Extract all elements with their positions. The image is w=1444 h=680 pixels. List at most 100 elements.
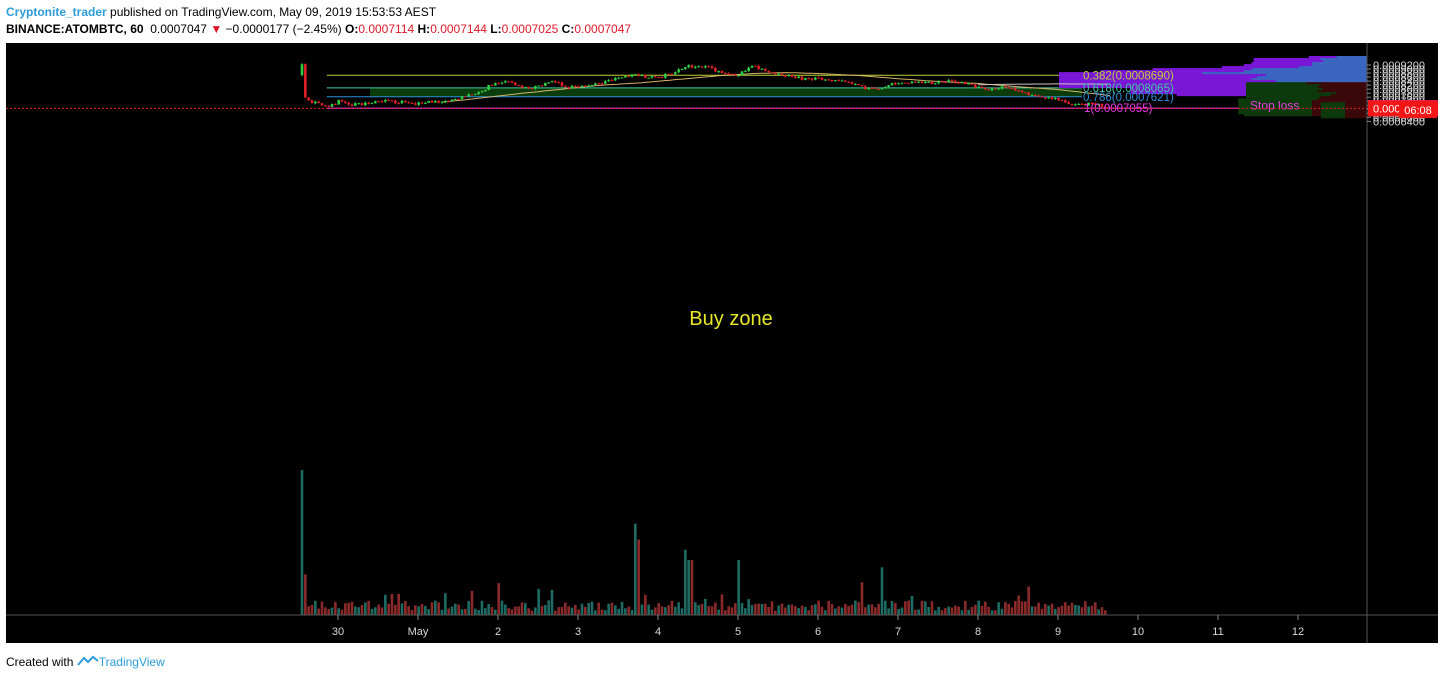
volume-bar [910,595,914,615]
volume-bar [1094,602,1097,615]
candle-down [724,72,727,74]
candle-up [487,84,490,91]
candle-up [500,82,504,84]
volume-bar [934,610,937,615]
volume-bar [777,605,780,615]
candle-down [667,73,670,75]
volume-bar [1010,607,1014,615]
volume-bar [730,607,734,615]
candle-up [614,78,617,81]
volume-bar [814,604,817,615]
candle-up [884,86,887,89]
candle-down [387,100,390,102]
volume-bar [857,602,860,615]
volume-bar [307,606,310,615]
volume-bar [584,606,587,615]
candle-down [710,66,714,69]
volume-bar [887,608,890,615]
candle-up [417,102,420,105]
candle-down [600,83,604,85]
buy-zone-label: Buy zone [689,308,772,330]
volume-bar [427,609,430,615]
volume-bar [414,605,417,615]
candle-up [374,101,377,104]
volume-bar [627,606,630,615]
candle-down [987,89,990,91]
volume-bar [320,601,324,615]
candle-up [454,98,457,100]
volume-bar [717,609,720,615]
candle-up [1087,102,1090,106]
moving-average-line [441,72,1111,103]
candle-up [977,86,980,88]
volume-bar [444,593,447,615]
candle-up [354,103,357,106]
author-link[interactable]: Cryptonite_trader [6,5,107,19]
volume-bar [734,603,737,615]
candle-up [484,90,487,92]
candle-down [964,82,967,85]
candle-up [787,74,790,77]
volume-bar [927,607,930,615]
candle-down [367,102,370,104]
candle-up [384,100,387,102]
volume-bar [387,603,390,615]
volume-bar [477,609,480,615]
volume-bar [900,607,904,615]
candle-down [407,102,410,104]
candle-up [887,85,890,87]
open-value: 0.0007114 [358,22,415,36]
candle-down [670,73,674,75]
volume-bar [410,609,414,615]
volume-bar [434,600,437,615]
volume-bar [1074,605,1077,615]
candle-down [404,100,407,103]
candle-up [687,65,690,68]
candle-up [634,74,637,76]
candle-down [554,81,557,83]
candle-down [940,81,944,83]
tradingview-brand-link[interactable]: TradingView [98,655,165,669]
volume-bar [707,606,710,615]
candle-down [1064,100,1067,103]
volume-bar [770,601,774,615]
volume-bar [530,610,534,615]
volume-bar [514,606,517,615]
candle-down [390,100,394,102]
candle-down [1007,87,1010,89]
candle-down [980,86,984,88]
close-value: 0.0007047 [574,22,632,36]
volume-bar [737,559,740,615]
volume-bar [380,607,384,615]
y-tick-label: 0.0006400 [1373,116,1425,128]
x-tick-label: 7 [895,626,901,638]
candle-up [880,88,884,90]
candle-down [904,82,907,84]
candle-down [770,72,774,74]
candle-up [677,69,680,73]
volume-bar [1054,608,1057,615]
chart-area[interactable]: 0.382(0.0008690) 0.618(0.0008065) 0.786(0.… [6,43,1438,643]
candle-up [797,76,800,79]
candle-down [1014,88,1017,91]
candle-up [494,83,497,86]
candle-up [854,83,857,85]
down-arrow-icon: ▼ [210,22,223,36]
candle-down [584,85,587,87]
volume-bar [1057,606,1060,615]
candle-down [800,76,804,80]
volume-bar [304,574,307,615]
candle-down [637,74,640,76]
candle-up [550,81,554,83]
candle-down [334,104,337,106]
volume-bar [1007,603,1010,615]
volume-bar [564,602,567,615]
volume-bar [820,606,824,615]
candle-down [1034,95,1037,97]
volume-bar [990,610,994,615]
volume-bars [300,470,1107,615]
volume-bar [750,605,754,615]
candle-up [1000,86,1004,89]
price-chart[interactable]: 0.382(0.0008690)0.618(0.0008065)0.786(0.… [6,43,1438,643]
footer: Created with TradingView [6,655,165,669]
